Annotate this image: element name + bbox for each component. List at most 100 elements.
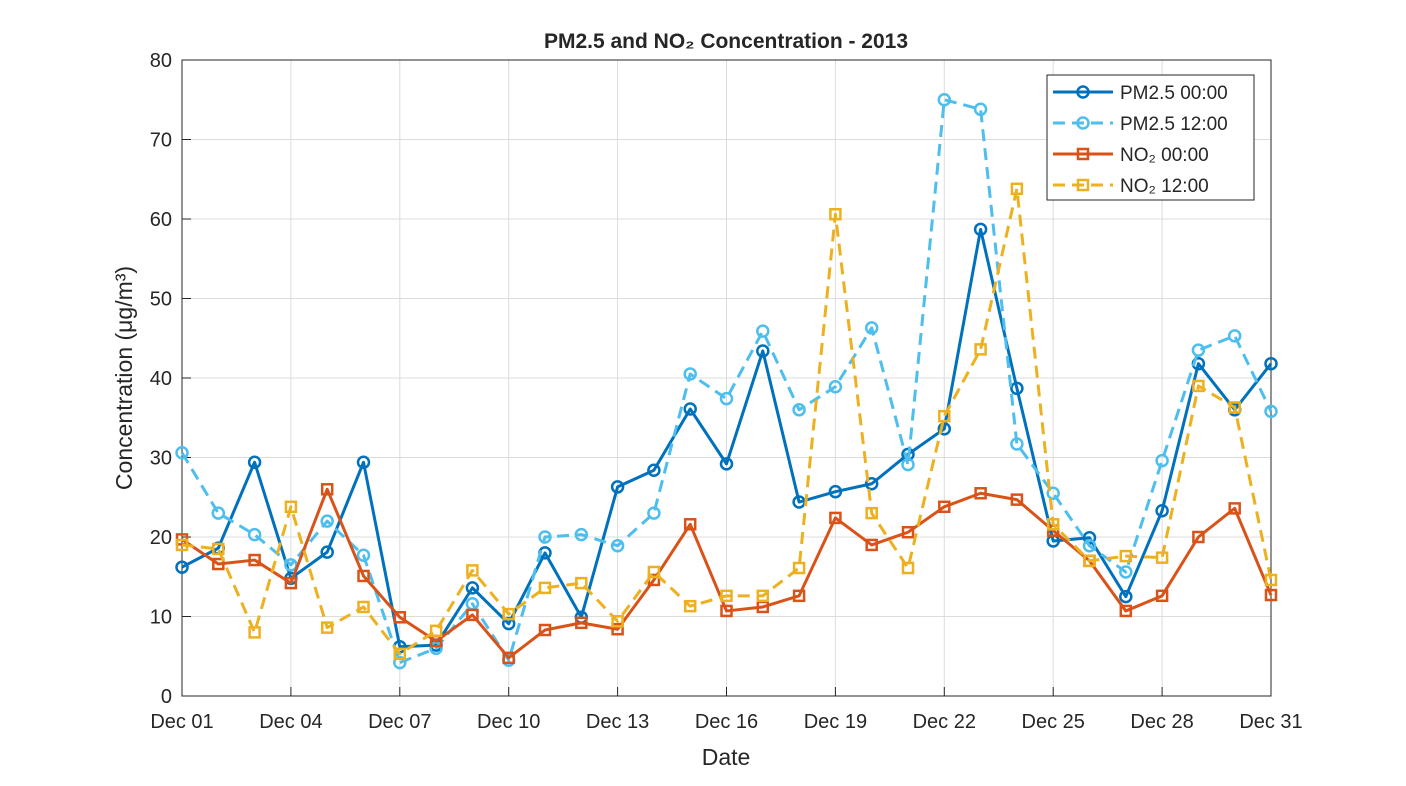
data-point [1119, 604, 1133, 618]
data-point [1046, 486, 1060, 501]
data-point [1192, 530, 1205, 544]
data-point [575, 616, 588, 630]
data-point [683, 599, 697, 613]
data-point [1192, 379, 1205, 393]
grid [181, 59, 1272, 697]
data-point [865, 538, 878, 552]
data-point [320, 483, 334, 496]
data-point [466, 608, 479, 622]
data-point [1227, 329, 1242, 343]
data-point [1119, 565, 1133, 579]
data-point [1155, 453, 1169, 468]
data-point [502, 607, 515, 621]
data-point [864, 321, 879, 335]
data-point [647, 463, 661, 477]
data-point [357, 600, 370, 614]
legend-marker [1076, 116, 1090, 130]
data-point [248, 553, 261, 567]
chart-title: PM2.5 and NO₂ Concentration - 2013 [544, 30, 908, 53]
data-point [247, 527, 262, 542]
x-tick-label: Dec 10 [477, 711, 540, 733]
data-point [1046, 518, 1060, 531]
data-point [1010, 437, 1024, 451]
data-point [465, 581, 480, 595]
legend-label: NO₂ 12:00 [1120, 176, 1209, 197]
series-3 [175, 182, 1278, 661]
data-point [212, 557, 225, 571]
data-point [683, 518, 697, 531]
data-point [792, 589, 806, 603]
data-point [901, 457, 915, 472]
data-point [792, 403, 806, 417]
legend-label: PM2.5 12:00 [1120, 114, 1228, 135]
data-point [720, 589, 733, 603]
data-point [1264, 356, 1278, 371]
data-point [720, 604, 733, 618]
legend-item: PM2.5 12:00 [1053, 114, 1228, 135]
data-point [429, 624, 443, 638]
data-point [284, 500, 298, 514]
y-tick-label: 20 [150, 527, 172, 549]
data-point [175, 560, 189, 574]
y-tick-label: 30 [150, 448, 172, 470]
data-point [938, 409, 951, 423]
data-point [756, 344, 770, 358]
data-point [719, 457, 734, 471]
legend-marker [1076, 85, 1090, 99]
data-point [1155, 551, 1169, 564]
data-point [284, 576, 298, 590]
data-point [1191, 343, 1206, 357]
data-point [683, 367, 697, 381]
data-point [973, 102, 988, 117]
x-tick-label: Dec 31 [1239, 711, 1302, 733]
data-point [1119, 549, 1133, 563]
data-point [829, 207, 842, 221]
data-point [611, 622, 624, 636]
data-point [792, 561, 806, 575]
data-point [1228, 502, 1241, 515]
data-point [937, 93, 952, 107]
data-point [320, 514, 334, 528]
data-point [1010, 493, 1024, 506]
data-point [502, 651, 515, 665]
data-point [320, 621, 334, 634]
data-point [538, 581, 552, 595]
y-tick-label: 60 [150, 209, 172, 231]
data-point [829, 511, 842, 525]
data-point [647, 565, 661, 579]
data-point [466, 564, 479, 577]
data-point [175, 445, 189, 460]
data-point [248, 626, 261, 639]
data-point [756, 589, 770, 603]
data-point [1264, 588, 1278, 602]
data-point [320, 545, 334, 559]
data-point [901, 561, 915, 575]
data-point [828, 484, 843, 499]
data-point [610, 480, 625, 494]
y-tick-label: 10 [150, 607, 172, 629]
x-tick-label: Dec 22 [913, 711, 976, 733]
data-point [538, 623, 552, 637]
data-point [865, 506, 878, 520]
legend-label: PM2.5 00:00 [1120, 83, 1228, 104]
data-point [1083, 554, 1096, 568]
data-point [247, 455, 262, 470]
data-point [937, 422, 952, 436]
x-axis: Dec 01 Dec 04 Dec 07 Dec 10 Dec 13 Dec 16 Dec … [150, 687, 1303, 733]
series-group [175, 93, 1278, 670]
y-tick-label: 80 [150, 50, 172, 72]
data-point [211, 506, 226, 520]
legend: PM2.5 00:00 PM2.5 12:00 NO₂ 00:00 NO₂ 12:00 [1046, 74, 1255, 201]
data-point [938, 500, 951, 514]
data-point [175, 538, 189, 552]
x-tick-label: Dec 25 [1022, 711, 1085, 733]
data-point [901, 525, 915, 539]
data-point [974, 487, 987, 500]
x-tick-label: Dec 19 [804, 711, 867, 733]
x-tick-label: Dec 07 [368, 711, 431, 733]
y-axis-label: Concentration (μg/m³) [111, 266, 137, 490]
data-point [356, 548, 371, 563]
data-point [393, 611, 407, 624]
x-tick-label: Dec 16 [695, 711, 758, 733]
